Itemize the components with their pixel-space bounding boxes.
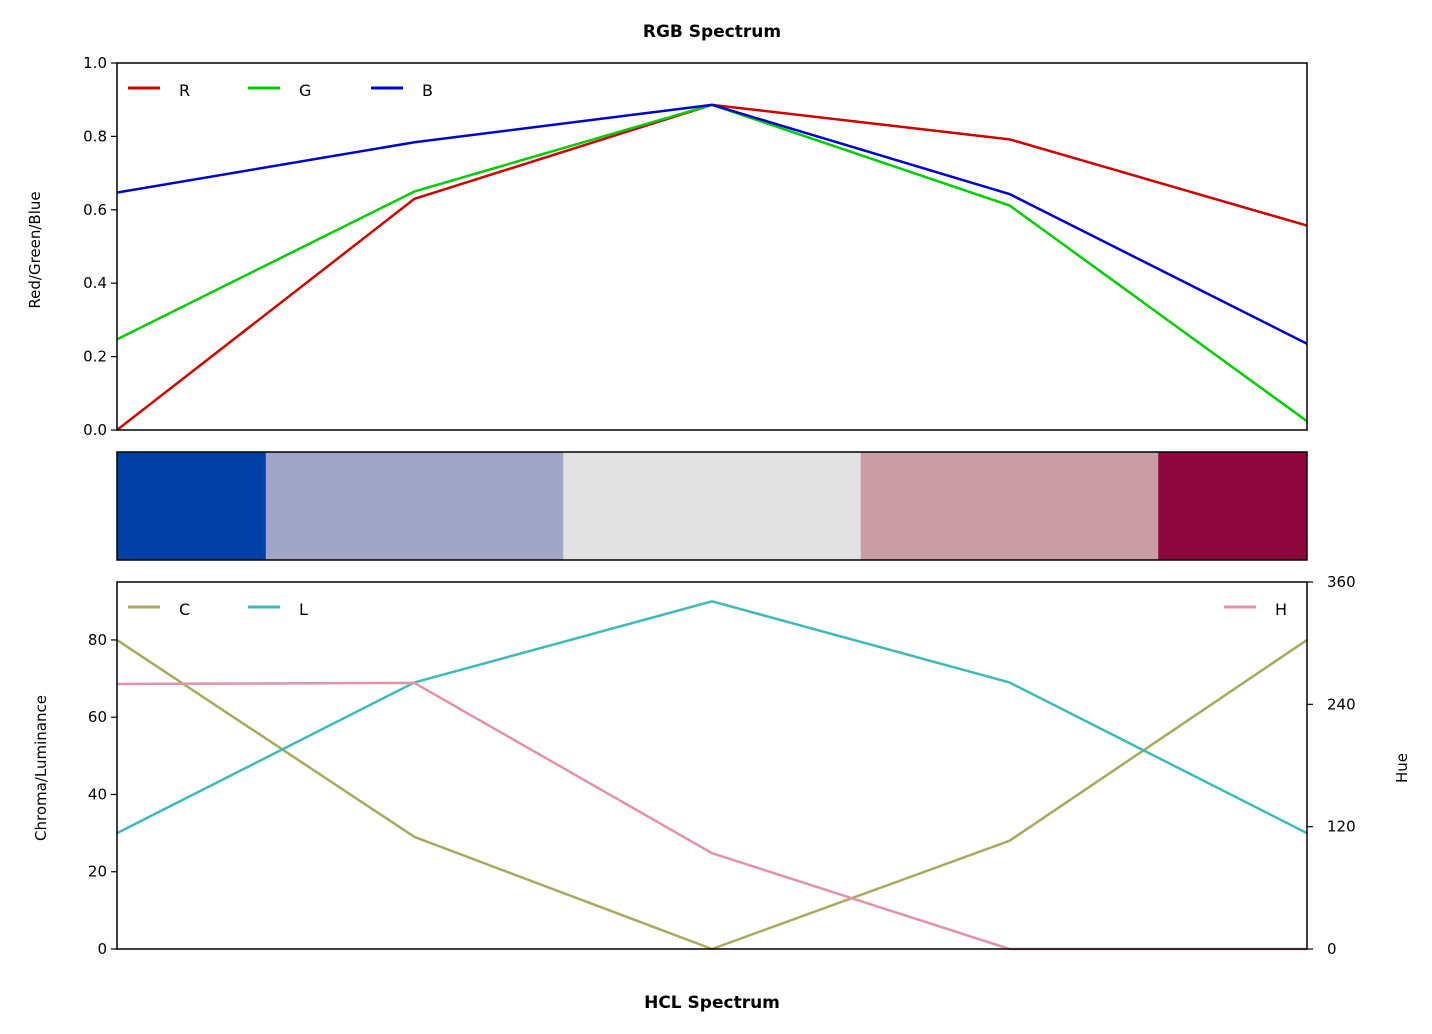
rgb-chart-title: RGB Spectrum: [643, 22, 781, 42]
swatch-cell-0: [117, 452, 267, 560]
rgb-y-tick-label: 0.4: [83, 274, 107, 292]
rgb-plot: 0.0 0.2 0.4 0.6 0.8 1.0 R G B: [83, 54, 1308, 439]
hcl-legend-label-H: H: [1275, 600, 1287, 619]
rgb-y-tick-label: 0.6: [83, 201, 107, 219]
swatch-cell-3: [860, 452, 1159, 560]
color-swatch-bar: [116, 451, 1308, 561]
swatch-frame: [116, 451, 1308, 561]
hcl-y-tick-label: 0: [97, 940, 107, 958]
hue-y-tick-label: 360: [1327, 573, 1356, 591]
hcl-series-H-line: [116, 681, 1307, 951]
hcl-plot: 0 20 40 60 80 0 120 240 360 C L H: [88, 573, 1356, 958]
hcl-series-L-line: [116, 600, 1308, 835]
hue-y-tick-label: 240: [1327, 695, 1356, 713]
hcl-y-tick-label: 20: [88, 863, 107, 881]
rgb-legend-label-R: R: [179, 81, 190, 100]
rgb-y-axis-label: Red/Green/Blue: [26, 191, 44, 308]
hcl-plot-frame: [116, 581, 1308, 950]
rgb-y-tick-label: 0.0: [83, 421, 107, 439]
hcl-legend-label-C: C: [179, 600, 190, 619]
rgb-legend-label-B: B: [422, 81, 433, 100]
rgb-legend-label-G: G: [299, 81, 311, 100]
rgb-series-B-line: [116, 103, 1308, 345]
rgb-series-R-line: [116, 103, 1308, 431]
rgb-y-tick-label: 1.0: [83, 54, 107, 72]
hcl-legend-label-L: L: [299, 600, 308, 619]
swatch-cell-4: [1158, 452, 1308, 560]
swatch-cell-2: [563, 452, 862, 560]
hcl-y-tick-label: 80: [88, 631, 107, 649]
hue-axis-label: Hue: [1393, 753, 1411, 783]
hue-y-tick-label: 120: [1327, 818, 1356, 836]
hcl-y-axis-label: Chroma/Luminance: [32, 695, 50, 841]
rgb-y-tick-label: 0.8: [83, 127, 107, 145]
swatch-cell-1: [265, 452, 564, 560]
rgb-series-G-line: [116, 103, 1308, 423]
hcl-series-C-line: [116, 638, 1308, 951]
rgb-y-tick-label: 0.2: [83, 348, 107, 366]
hcl-y-tick-label: 40: [88, 785, 107, 803]
hue-y-tick-label: 0: [1327, 940, 1337, 958]
rgb-plot-frame: [116, 62, 1308, 431]
hcl-chart-title: HCL Spectrum: [644, 993, 780, 1013]
hcl-y-tick-label: 60: [88, 708, 107, 726]
